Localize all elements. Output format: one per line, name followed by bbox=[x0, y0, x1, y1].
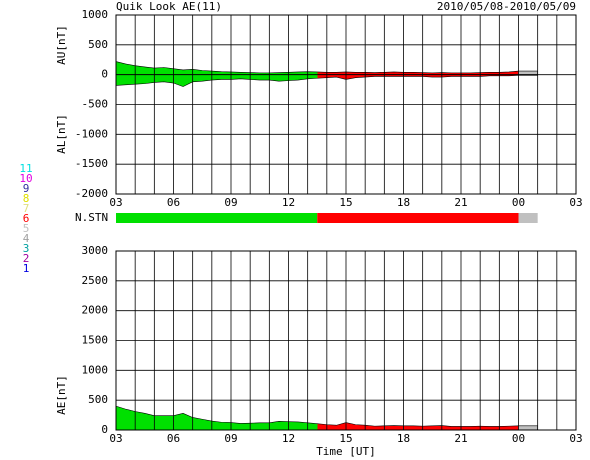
station-legend-entry: 6 bbox=[23, 212, 30, 225]
x-tick-label: 09 bbox=[224, 196, 237, 209]
y-tick-label: 0 bbox=[101, 68, 108, 81]
station-legend-entry: 5 bbox=[23, 222, 30, 235]
x-tick-label: 06 bbox=[167, 196, 180, 209]
y-tick-label: 3000 bbox=[82, 244, 109, 257]
y-tick-label: 1000 bbox=[82, 363, 109, 376]
plot-frame bbox=[115, 250, 577, 431]
y-axis-label: AL[nT] bbox=[55, 114, 68, 154]
x-axis-label: Time [UT] bbox=[316, 445, 376, 458]
y-tick-label: 1500 bbox=[82, 334, 109, 347]
x-tick-label: 21 bbox=[454, 196, 467, 209]
x-tick-label: 06 bbox=[167, 432, 180, 445]
area bbox=[115, 61, 538, 75]
station-segment bbox=[317, 213, 519, 223]
x-tick-label: 18 bbox=[397, 196, 410, 209]
y-axis-label: AE[nT] bbox=[55, 375, 68, 415]
y-tick-label: 1000 bbox=[82, 8, 109, 21]
x-tick-label: 00 bbox=[512, 196, 525, 209]
station-label: N.STN bbox=[75, 211, 108, 224]
x-tick-label: 03 bbox=[569, 432, 582, 445]
y-tick-label: -1500 bbox=[75, 157, 108, 170]
x-tick-label: 00 bbox=[512, 432, 525, 445]
y-tick-label: -1000 bbox=[75, 127, 108, 140]
station-legend-entry: 2 bbox=[23, 252, 30, 265]
station-legend-entry: 3 bbox=[23, 242, 30, 255]
plot-frame bbox=[115, 14, 577, 195]
y-tick-label: 2500 bbox=[82, 274, 109, 287]
chart-title: Quik Look AE(11) bbox=[116, 0, 222, 13]
y-tick-label: 0 bbox=[101, 423, 108, 436]
x-tick-label: 09 bbox=[224, 432, 237, 445]
station-segment bbox=[116, 213, 318, 223]
x-tick-label: 12 bbox=[282, 196, 295, 209]
station-legend-entry: 7 bbox=[23, 202, 30, 215]
station-legend-entry: 10 bbox=[19, 172, 32, 185]
x-tick-label: 21 bbox=[454, 432, 467, 445]
station-legend-entry: 1 bbox=[23, 262, 30, 275]
x-tick-label: 15 bbox=[339, 196, 352, 209]
y-axis-label: AU[nT] bbox=[55, 25, 68, 65]
y-tick-label: 2000 bbox=[82, 304, 109, 317]
station-legend-entry: 9 bbox=[23, 182, 30, 195]
chart-subtitle: 2010/05/08-2010/05/09 bbox=[437, 0, 576, 13]
station-legend-entry: 11 bbox=[19, 162, 32, 175]
y-tick-label: 500 bbox=[88, 38, 108, 51]
x-tick-label: 03 bbox=[109, 432, 122, 445]
x-tick-label: 15 bbox=[339, 432, 352, 445]
x-tick-label: 12 bbox=[282, 432, 295, 445]
x-tick-label: 18 bbox=[397, 432, 410, 445]
y-tick-label: -2000 bbox=[75, 187, 108, 200]
x-tick-label: 03 bbox=[109, 196, 122, 209]
y-tick-label: -500 bbox=[82, 98, 109, 111]
station-legend-entry: 8 bbox=[23, 192, 30, 205]
x-tick-label: 03 bbox=[569, 196, 582, 209]
area bbox=[115, 74, 538, 87]
station-legend-entry: 4 bbox=[23, 232, 30, 245]
area bbox=[115, 405, 538, 431]
station-segment bbox=[518, 213, 538, 223]
y-tick-label: 500 bbox=[88, 393, 108, 406]
